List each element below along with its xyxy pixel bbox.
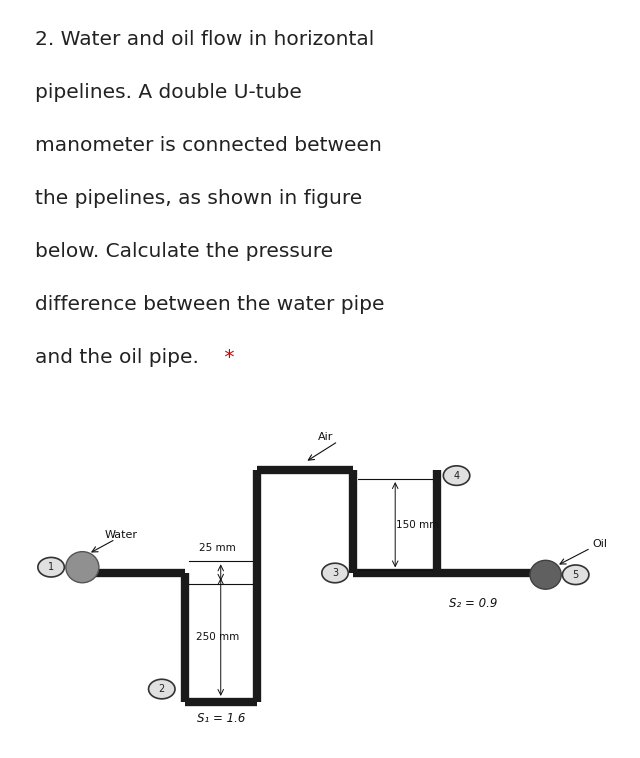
Circle shape <box>38 557 64 577</box>
Text: the pipelines, as shown in figure: the pipelines, as shown in figure <box>35 189 362 208</box>
Text: 4: 4 <box>454 471 460 481</box>
Text: difference between the water pipe: difference between the water pipe <box>35 295 385 314</box>
Text: 2. Water and oil flow in horizontal: 2. Water and oil flow in horizontal <box>35 30 374 49</box>
Text: and the oil pipe.: and the oil pipe. <box>35 348 199 367</box>
Ellipse shape <box>66 552 99 583</box>
Text: 250 mm: 250 mm <box>196 632 239 642</box>
Circle shape <box>148 679 175 699</box>
Circle shape <box>563 565 589 584</box>
Text: Air: Air <box>318 432 333 442</box>
Text: manometer is connected between: manometer is connected between <box>35 136 382 155</box>
Text: below. Calculate the pressure: below. Calculate the pressure <box>35 242 333 261</box>
Text: 3: 3 <box>332 568 338 578</box>
Ellipse shape <box>530 560 561 589</box>
Text: pipelines. A double U-tube: pipelines. A double U-tube <box>35 83 302 102</box>
Text: 2: 2 <box>159 684 165 694</box>
Text: S₁ = 1.6: S₁ = 1.6 <box>196 712 245 725</box>
Text: 5: 5 <box>573 570 579 580</box>
Text: 150 mm: 150 mm <box>396 520 440 530</box>
Text: *: * <box>218 348 234 367</box>
Text: 25 mm: 25 mm <box>199 543 236 553</box>
Text: Water: Water <box>105 530 138 540</box>
Text: 1: 1 <box>48 562 54 572</box>
Text: S₂ = 0.9: S₂ = 0.9 <box>449 597 497 610</box>
Circle shape <box>444 466 470 485</box>
Circle shape <box>322 563 348 583</box>
Text: Oil: Oil <box>592 539 607 549</box>
